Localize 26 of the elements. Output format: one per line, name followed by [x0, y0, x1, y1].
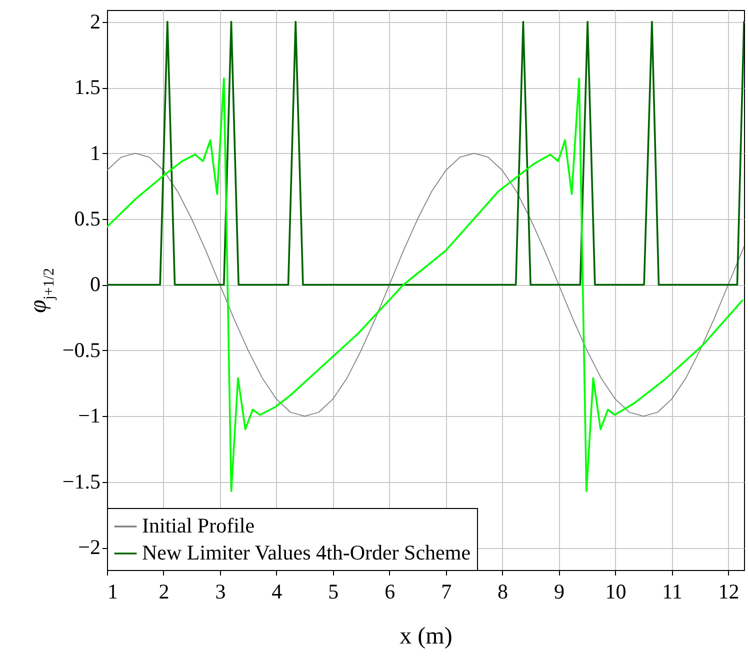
x-tick-label: 11	[662, 580, 682, 604]
legend-label: Initial Profile	[142, 514, 255, 538]
x-tick-label: 6	[384, 580, 396, 604]
x-tick-label: 1	[108, 580, 118, 604]
legend-label: New Limiter Values 4th-Order Scheme	[142, 540, 471, 564]
x-tick-label: 3	[215, 580, 226, 604]
y-tick-label: 1.5	[74, 75, 100, 100]
x-tick-label: 5	[328, 580, 339, 604]
line-series	[107, 152, 744, 417]
y-tick-label: 0.5	[74, 206, 100, 231]
line-series	[107, 77, 744, 492]
x-tick-label: 2	[158, 580, 170, 604]
y-tick-label: −1	[78, 404, 100, 428]
y-tick-label: 1	[90, 140, 100, 165]
x-axis-title: x (m)	[400, 624, 452, 650]
y-tick-label: −2	[78, 535, 100, 560]
x-tick-label: 4	[272, 580, 283, 604]
y-tick-label: 0	[90, 272, 100, 296]
x-tick-label: 7	[441, 580, 452, 604]
y-tick-label: −1.5	[62, 469, 100, 494]
x-tick-label: 10	[605, 580, 626, 604]
y-tick-label: 2	[90, 9, 100, 34]
y-tick-label: −0.5	[62, 338, 100, 362]
x-tick-label: 8	[498, 580, 508, 604]
x-tick-label: 12	[718, 580, 740, 604]
x-tick-label: 9	[554, 580, 565, 604]
